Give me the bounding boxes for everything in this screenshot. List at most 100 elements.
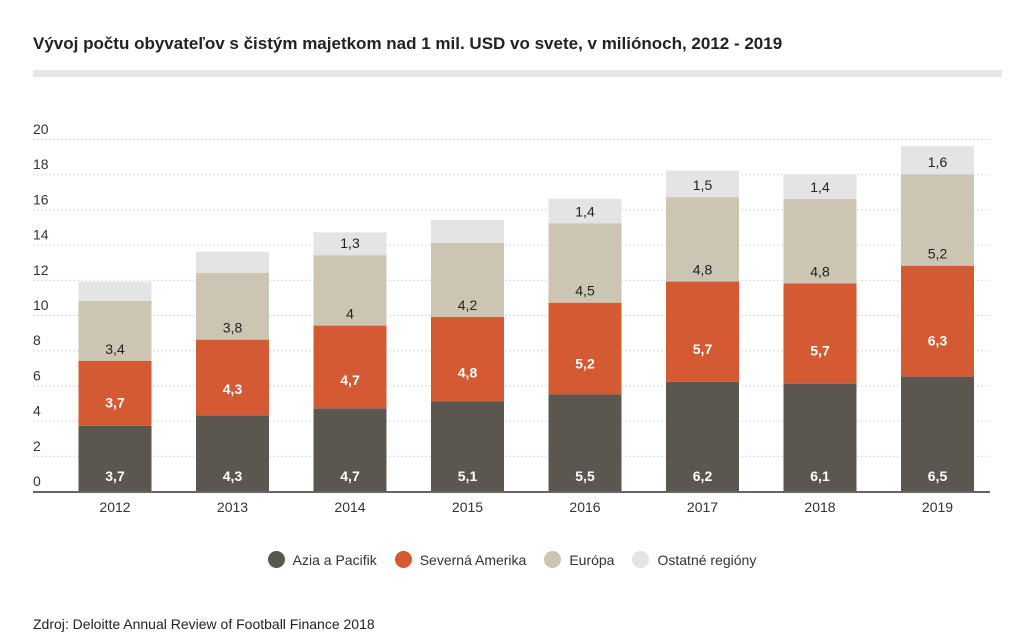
bars: 3,7 3,7 3,4 4,3 4,3 3,8 4,7 4,7 4 1,3 5,1 4,8 4,2 5,5… [78, 146, 974, 491]
data-label: 5,5 [575, 468, 595, 484]
x-tick-label: 2017 [687, 499, 718, 515]
data-label: 3,4 [105, 341, 125, 357]
bar-segment [901, 265, 974, 377]
bar-segment [196, 339, 269, 416]
bar-segment [78, 300, 152, 361]
data-label: 4,8 [458, 365, 478, 381]
y-tick-label: 14 [33, 227, 49, 243]
bar-segment [548, 302, 622, 395]
bar-segment [431, 219, 504, 243]
legend-item: Ostatné regióny [632, 551, 756, 568]
bar-segment [783, 383, 857, 491]
bar-segment [196, 251, 269, 273]
data-label: 1,4 [810, 179, 830, 195]
data-label: 1,4 [575, 203, 595, 219]
legend-swatch [267, 551, 285, 568]
legend: Azia a Pacifik Severná Amerika Európa Ostat… [0, 551, 1024, 568]
y-tick-label: 18 [33, 156, 49, 172]
bar-segment [666, 381, 739, 491]
data-label: 4,8 [810, 263, 830, 279]
x-tick-label: 2013 [217, 499, 248, 515]
data-label: 1,5 [693, 177, 713, 193]
title-divider [33, 70, 1002, 77]
y-tick-label: 0 [33, 473, 41, 489]
data-label: 1,3 [340, 235, 360, 251]
data-label: 5,7 [693, 341, 713, 357]
bar-segment [666, 170, 739, 198]
bar-segment [78, 281, 152, 301]
data-label: 4,8 [693, 262, 713, 278]
source-note: Zdroj: Deloitte Annual Review of Footbal… [33, 616, 375, 632]
bar-segment [196, 272, 269, 340]
x-tick-label: 2012 [99, 499, 130, 515]
x-tick-label: 2015 [452, 499, 483, 515]
bar-segment [313, 255, 387, 326]
x-tick-label: 2018 [804, 499, 835, 515]
legend-item: Severná Amerika [394, 551, 527, 568]
bar-segment [901, 146, 974, 175]
bar-segment [431, 316, 504, 402]
data-label: 3,7 [105, 468, 125, 484]
data-label: 6,3 [928, 333, 948, 349]
x-tick-label: 2014 [334, 499, 365, 515]
bar-segment [313, 408, 387, 491]
data-label: 6,5 [928, 468, 948, 484]
legend-label: Severná Amerika [419, 551, 527, 568]
data-label: 3,8 [223, 320, 243, 336]
legend-item: Azia a Pacifik [267, 551, 377, 568]
data-label: 5,2 [575, 356, 595, 372]
data-label: 4,7 [340, 468, 360, 484]
bar-segment [548, 223, 622, 303]
legend-label: Ostatné regióny [657, 551, 757, 568]
data-label: 6,2 [693, 468, 713, 484]
bar-segment [431, 242, 504, 317]
legend-item: Európa [544, 551, 614, 568]
legend-swatch [544, 551, 562, 568]
bar-segment [783, 174, 857, 199]
legend-swatch [632, 551, 650, 568]
bar-segment [666, 197, 739, 282]
bar-segment [666, 281, 739, 382]
bar-segment [196, 415, 269, 491]
bar-segment [783, 198, 857, 284]
legend-swatch [394, 551, 412, 568]
legend-label: Azia a Pacifik [292, 551, 377, 568]
data-label: 4,3 [223, 468, 243, 484]
bar-segment [548, 394, 622, 491]
data-label: 4,3 [223, 381, 243, 397]
bar-segment [78, 360, 152, 426]
x-tick-label: 2016 [569, 499, 600, 515]
x-tick-label: 2019 [922, 499, 953, 515]
data-label: 3,7 [105, 395, 125, 411]
bar-segment [313, 325, 387, 409]
bar-segment [901, 376, 974, 491]
data-label: 5,1 [458, 468, 478, 484]
data-label: 1,6 [928, 154, 948, 170]
data-label: 4,2 [458, 297, 478, 313]
data-label: 4,5 [575, 283, 595, 299]
bar-segment [431, 401, 504, 491]
data-label: 4,7 [340, 372, 360, 388]
bar-segment [901, 174, 974, 266]
y-tick-label: 16 [33, 191, 49, 207]
y-axis: 0 2 4 6 8 10 12 14 16 18 20 [33, 121, 49, 489]
bar-segment [78, 425, 152, 491]
y-tick-label: 8 [33, 332, 41, 348]
bar-segment [783, 283, 857, 384]
bar-segment [548, 198, 622, 224]
data-label: 5,2 [928, 246, 948, 262]
y-tick-label: 4 [33, 403, 41, 419]
y-tick-label: 6 [33, 367, 41, 383]
chart-title: Vývoj počtu obyvateľov s čistým majetkom… [33, 34, 783, 53]
legend-label: Európa [569, 551, 615, 568]
data-label: 5,7 [810, 343, 830, 359]
data-label: 6,1 [810, 468, 830, 484]
y-tick-label: 10 [33, 297, 49, 313]
data-label: 4 [346, 306, 354, 322]
y-tick-label: 2 [33, 438, 41, 454]
x-axis: 2012 2013 2014 2015 2016 2017 2018 2019 [33, 491, 990, 515]
bar-segment [313, 232, 387, 256]
y-tick-label: 20 [33, 121, 49, 137]
y-tick-label: 12 [33, 262, 49, 278]
